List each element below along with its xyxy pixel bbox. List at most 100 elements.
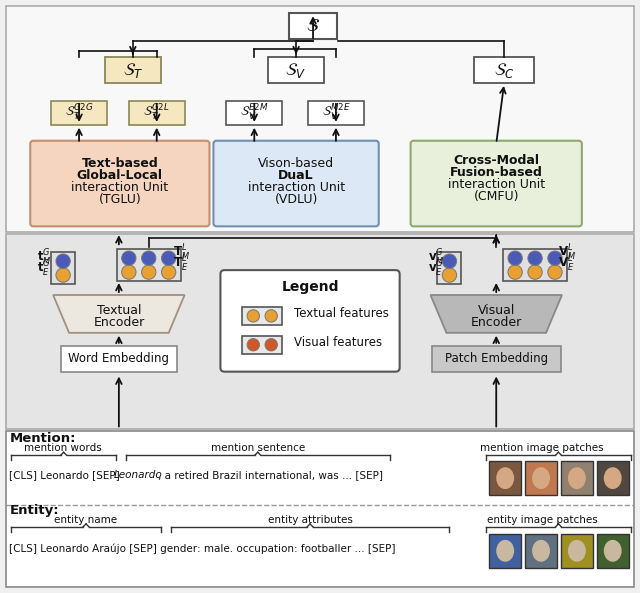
Text: $\mathbf{t}_E^G$: $\mathbf{t}_E^G$ xyxy=(37,259,51,279)
Text: Visual: Visual xyxy=(477,304,515,317)
Text: Patch Embedding: Patch Embedding xyxy=(445,352,548,365)
Bar xyxy=(596,461,628,495)
Text: $\mathbf{T}_M^L$: $\mathbf{T}_M^L$ xyxy=(173,243,189,263)
Text: Vison-based: Vison-based xyxy=(258,157,334,170)
Text: $\mathbf{T}_E^L$: $\mathbf{T}_E^L$ xyxy=(173,254,188,274)
Text: $\mathcal{S}$: $\mathcal{S}$ xyxy=(306,17,320,35)
Text: $\mathbf{v}_E^G$: $\mathbf{v}_E^G$ xyxy=(428,259,444,279)
Bar xyxy=(117,249,180,281)
Text: (TGLU): (TGLU) xyxy=(99,193,141,206)
Text: $\mathbf{t}_M^G$: $\mathbf{t}_M^G$ xyxy=(37,248,52,268)
Circle shape xyxy=(122,251,136,265)
Bar xyxy=(308,101,364,125)
Text: Mention:: Mention: xyxy=(10,432,76,445)
Ellipse shape xyxy=(496,540,514,562)
Text: $\mathbf{V}_E^L$: $\mathbf{V}_E^L$ xyxy=(558,254,574,274)
Circle shape xyxy=(265,310,277,322)
Text: $\mathbf{v}_M^G$: $\mathbf{v}_M^G$ xyxy=(428,248,444,268)
Text: Textual features: Textual features xyxy=(294,307,389,320)
Circle shape xyxy=(247,310,259,322)
Ellipse shape xyxy=(568,540,586,562)
Text: [CLS] Leonardo Araújo [SEP] gender: male. occupation: footballer ... [SEP]: [CLS] Leonardo Araújo [SEP] gender: male… xyxy=(10,544,396,554)
Circle shape xyxy=(265,339,277,351)
Bar xyxy=(51,101,107,125)
Text: $\mathcal{S}_T$: $\mathcal{S}_T$ xyxy=(122,60,143,79)
Text: $\mathcal{S}_V^{E2M}$: $\mathcal{S}_V^{E2M}$ xyxy=(240,103,269,123)
Text: interaction Unit: interaction Unit xyxy=(248,181,345,194)
Bar xyxy=(596,534,628,568)
Bar xyxy=(6,7,634,232)
Text: Entity:: Entity: xyxy=(10,505,59,518)
Bar xyxy=(431,346,561,372)
Ellipse shape xyxy=(604,540,621,562)
Text: entity attributes: entity attributes xyxy=(268,515,353,525)
Bar xyxy=(561,461,593,495)
Ellipse shape xyxy=(496,467,514,489)
Bar xyxy=(61,346,177,372)
Text: mention image patches: mention image patches xyxy=(480,444,604,453)
Text: entity image patches: entity image patches xyxy=(486,515,597,525)
FancyBboxPatch shape xyxy=(220,270,399,372)
Bar xyxy=(129,101,184,125)
Text: , a retired Brazil international, was ... [SEP]: , a retired Brazil international, was ..… xyxy=(157,470,383,480)
Text: [CLS] Leonardo [SEP]: [CLS] Leonardo [SEP] xyxy=(10,470,124,480)
FancyBboxPatch shape xyxy=(411,141,582,227)
Polygon shape xyxy=(53,295,184,333)
Bar xyxy=(6,431,634,586)
Circle shape xyxy=(141,251,156,265)
Text: Global-Local: Global-Local xyxy=(77,169,163,182)
Text: interaction Unit: interaction Unit xyxy=(71,181,168,194)
Polygon shape xyxy=(431,295,562,333)
Bar xyxy=(561,534,593,568)
Circle shape xyxy=(442,254,456,269)
Text: Word Embedding: Word Embedding xyxy=(68,352,170,365)
Ellipse shape xyxy=(532,540,550,562)
Circle shape xyxy=(56,254,70,269)
Text: Fusion-based: Fusion-based xyxy=(450,166,543,179)
Bar xyxy=(525,461,557,495)
Circle shape xyxy=(161,251,176,265)
Bar xyxy=(525,534,557,568)
Text: Textual: Textual xyxy=(97,304,141,317)
Bar xyxy=(489,534,521,568)
Ellipse shape xyxy=(532,467,550,489)
Bar xyxy=(243,307,282,325)
Text: interaction Unit: interaction Unit xyxy=(447,178,545,191)
Text: entity name: entity name xyxy=(54,515,118,525)
Text: Text-based: Text-based xyxy=(81,157,158,170)
Bar xyxy=(438,252,461,284)
Text: Cross-Modal: Cross-Modal xyxy=(453,154,540,167)
Bar xyxy=(289,13,337,39)
Bar xyxy=(105,57,161,83)
Text: (VDLU): (VDLU) xyxy=(275,193,318,206)
Text: $\mathcal{S}_V$: $\mathcal{S}_V$ xyxy=(285,60,307,79)
Bar xyxy=(268,57,324,83)
Text: (CMFU): (CMFU) xyxy=(474,190,519,203)
Circle shape xyxy=(442,268,456,282)
FancyBboxPatch shape xyxy=(30,141,209,227)
FancyBboxPatch shape xyxy=(214,141,379,227)
Ellipse shape xyxy=(604,467,621,489)
Circle shape xyxy=(122,265,136,279)
Circle shape xyxy=(548,251,562,265)
Text: Encoder: Encoder xyxy=(93,317,145,329)
Text: Leonardo: Leonardo xyxy=(114,470,163,480)
Circle shape xyxy=(528,265,542,279)
Text: Encoder: Encoder xyxy=(470,317,522,329)
Bar xyxy=(51,252,75,284)
Circle shape xyxy=(508,265,522,279)
Text: $\mathcal{S}_V^{M2E}$: $\mathcal{S}_V^{M2E}$ xyxy=(321,103,350,123)
Circle shape xyxy=(247,339,259,351)
Text: $\mathbf{V}_M^L$: $\mathbf{V}_M^L$ xyxy=(558,243,576,263)
Bar xyxy=(227,101,282,125)
Bar xyxy=(489,461,521,495)
Ellipse shape xyxy=(568,467,586,489)
Circle shape xyxy=(508,251,522,265)
Circle shape xyxy=(56,268,70,282)
Bar xyxy=(503,249,567,281)
Bar xyxy=(243,336,282,354)
Text: mention words: mention words xyxy=(24,444,102,453)
Circle shape xyxy=(141,265,156,279)
Bar xyxy=(6,234,634,429)
Text: DuaL: DuaL xyxy=(278,169,314,182)
